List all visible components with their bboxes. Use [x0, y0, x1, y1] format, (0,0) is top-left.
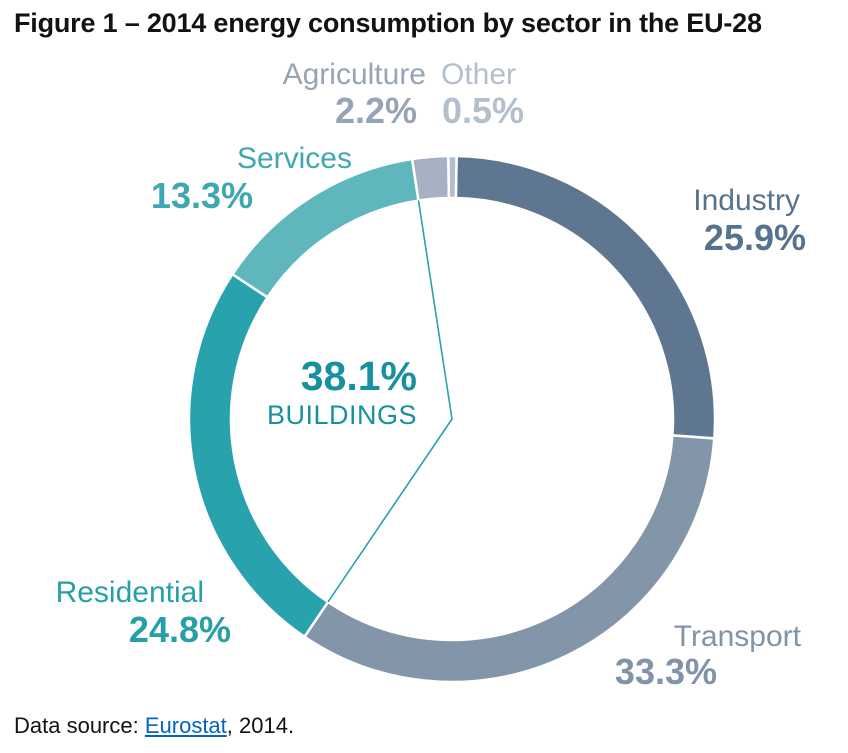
pie-segment-transport — [302, 434, 716, 684]
data-source-prefix: Data source: — [14, 713, 145, 738]
value-agriculture: 2.2% — [334, 90, 417, 131]
label-agriculture: Agriculture — [282, 58, 426, 91]
pie-segment-other — [447, 154, 458, 200]
label-residential: Residential — [55, 576, 204, 609]
label-transport: Transport — [673, 620, 801, 653]
data-source-line: Data source: Eurostat, 2014. — [14, 713, 294, 739]
pie-segment-agriculture — [410, 154, 451, 202]
value-residential: 24.8% — [128, 609, 231, 650]
pie-segment-residential — [187, 272, 330, 639]
data-source-suffix: , 2014. — [226, 713, 295, 738]
pie-segment-services — [230, 157, 420, 300]
value-services: 13.3% — [150, 175, 253, 216]
label-other: Other — [441, 58, 517, 91]
label-services: Services — [236, 142, 352, 175]
center-annotation-value: 38.1% — [300, 353, 417, 399]
pie-segment-industry — [454, 154, 717, 440]
eurostat-link[interactable]: Eurostat — [144, 713, 227, 738]
figure-title: Figure 1 – 2014 energy consumption by se… — [14, 8, 762, 38]
label-industry: Industry — [693, 184, 800, 217]
buildings-bracket-lines — [327, 200, 453, 603]
value-industry: 25.9% — [703, 217, 806, 258]
value-transport: 33.3% — [614, 651, 717, 692]
value-other: 0.5% — [442, 90, 525, 131]
center-annotation-label: BUILDINGS — [266, 400, 417, 430]
